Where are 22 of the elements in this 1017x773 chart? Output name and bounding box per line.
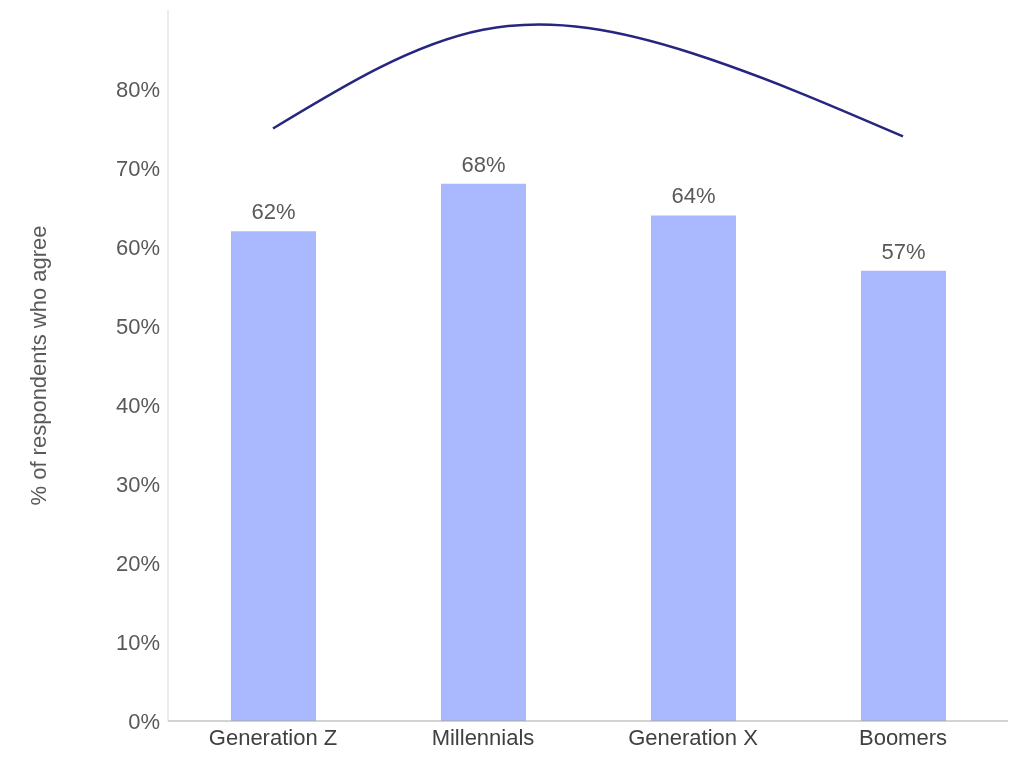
data-label: 68%: [461, 151, 506, 177]
y-tick-label: 80%: [115, 76, 160, 102]
y-tick-label: 70%: [115, 155, 160, 181]
y-tick-label: 30%: [115, 471, 160, 497]
x-tick-label: Millennials: [431, 724, 535, 750]
y-tick-label: 10%: [115, 629, 160, 655]
x-tick-label: Boomers: [858, 724, 948, 750]
bar: [231, 231, 316, 721]
bar: [861, 270, 946, 721]
y-tick-label: 50%: [115, 313, 160, 339]
y-tick-label: 60%: [115, 234, 160, 260]
data-label: 62%: [251, 199, 296, 225]
data-label: 64%: [671, 183, 716, 209]
y-tick-label: 20%: [115, 550, 160, 576]
x-tick-label: Generation X: [628, 724, 759, 750]
data-label: 57%: [881, 238, 926, 264]
y-tick-label: 40%: [115, 392, 160, 418]
x-tick-label: Generation Z: [208, 724, 338, 750]
y-axis-title: % of respondents who agree: [25, 225, 51, 506]
bar: [441, 183, 526, 721]
bar: [651, 215, 736, 721]
y-tick-label: 0%: [128, 708, 160, 734]
